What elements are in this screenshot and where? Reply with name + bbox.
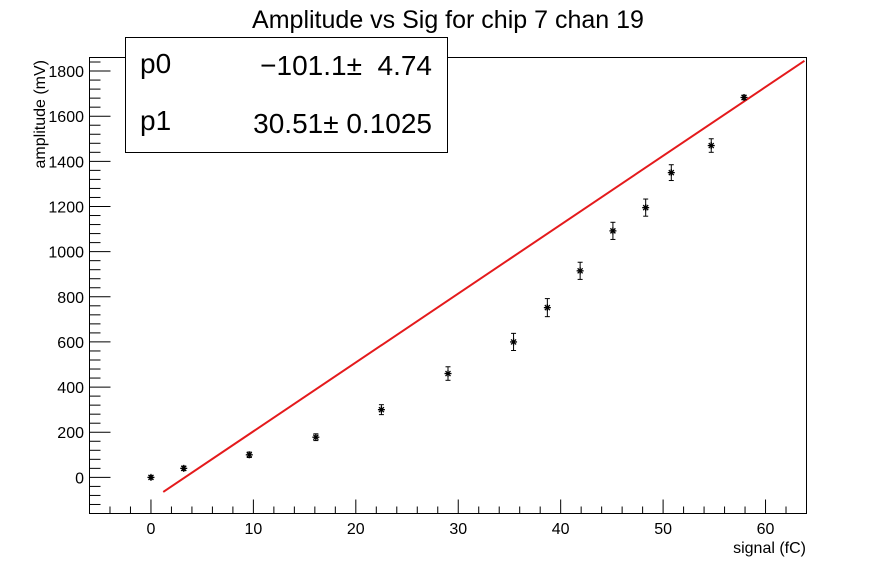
data-point — [147, 473, 155, 481]
star-marker — [510, 338, 518, 346]
data-point — [667, 164, 675, 182]
x-tick-label: 0 — [147, 521, 156, 538]
stats-p1-name: p1 — [140, 105, 171, 136]
x-tick-label: 20 — [347, 521, 365, 538]
fit-line-segment — [162, 59, 806, 493]
star-marker — [707, 142, 715, 150]
x-tick-label: 60 — [757, 521, 775, 538]
stats-p1-value: 30.51± 0.1025 — [253, 108, 432, 139]
stats-box: p0 −101.1± 4.74 p1 30.51± 0.1025 — [125, 37, 448, 153]
data-point — [740, 93, 748, 101]
data-point — [180, 464, 188, 472]
star-marker — [667, 169, 675, 177]
data-point — [642, 198, 650, 217]
y-tick-label: 800 — [57, 290, 84, 307]
x-tick-label: 10 — [244, 521, 262, 538]
data-point — [543, 298, 551, 318]
x-tick-label: 50 — [654, 521, 672, 538]
data-points — [147, 93, 748, 481]
y-tick-label: 0 — [75, 470, 84, 487]
star-marker — [377, 406, 385, 414]
stats-p0-value: −101.1± 4.74 — [260, 50, 432, 81]
data-point — [245, 451, 253, 459]
y-tick-label: 1000 — [48, 245, 84, 262]
star-marker — [444, 370, 452, 378]
y-tick-label: 1600 — [48, 109, 84, 126]
data-point — [609, 221, 617, 240]
y-tick-label: 200 — [57, 425, 84, 442]
star-marker — [576, 267, 584, 275]
star-marker — [740, 93, 748, 101]
y-tick-label: 1400 — [48, 154, 84, 171]
star-marker — [609, 227, 617, 235]
x-tick-label: 40 — [552, 521, 570, 538]
chart-title: Amplitude vs Sig for chip 7 chan 19 — [252, 6, 644, 34]
axes: 0 10 20 30 40 50 60020040060080010001200140016… — [48, 61, 787, 538]
star-marker — [180, 464, 188, 472]
star-marker — [312, 433, 320, 441]
y-tick-label: 400 — [57, 380, 84, 397]
y-axis-label: amplitude (mV) — [32, 60, 49, 168]
x-tick-label: 30 — [449, 521, 467, 538]
star-marker — [543, 304, 551, 312]
y-tick-label: 1200 — [48, 199, 84, 216]
star-marker — [642, 204, 650, 212]
data-point — [576, 261, 584, 280]
data-point — [312, 433, 320, 442]
data-point — [510, 332, 518, 352]
star-marker — [245, 451, 253, 459]
stats-p0-name: p0 — [140, 48, 171, 79]
y-tick-label: 1800 — [48, 64, 84, 81]
data-point — [707, 138, 715, 153]
fit-line — [162, 59, 806, 493]
data-point — [444, 366, 452, 381]
y-tick-label: 600 — [57, 335, 84, 352]
data-point — [377, 404, 385, 416]
stats-box-frame — [125, 37, 448, 153]
x-axis-label: signal (fC) — [733, 540, 806, 557]
star-marker — [147, 473, 155, 481]
